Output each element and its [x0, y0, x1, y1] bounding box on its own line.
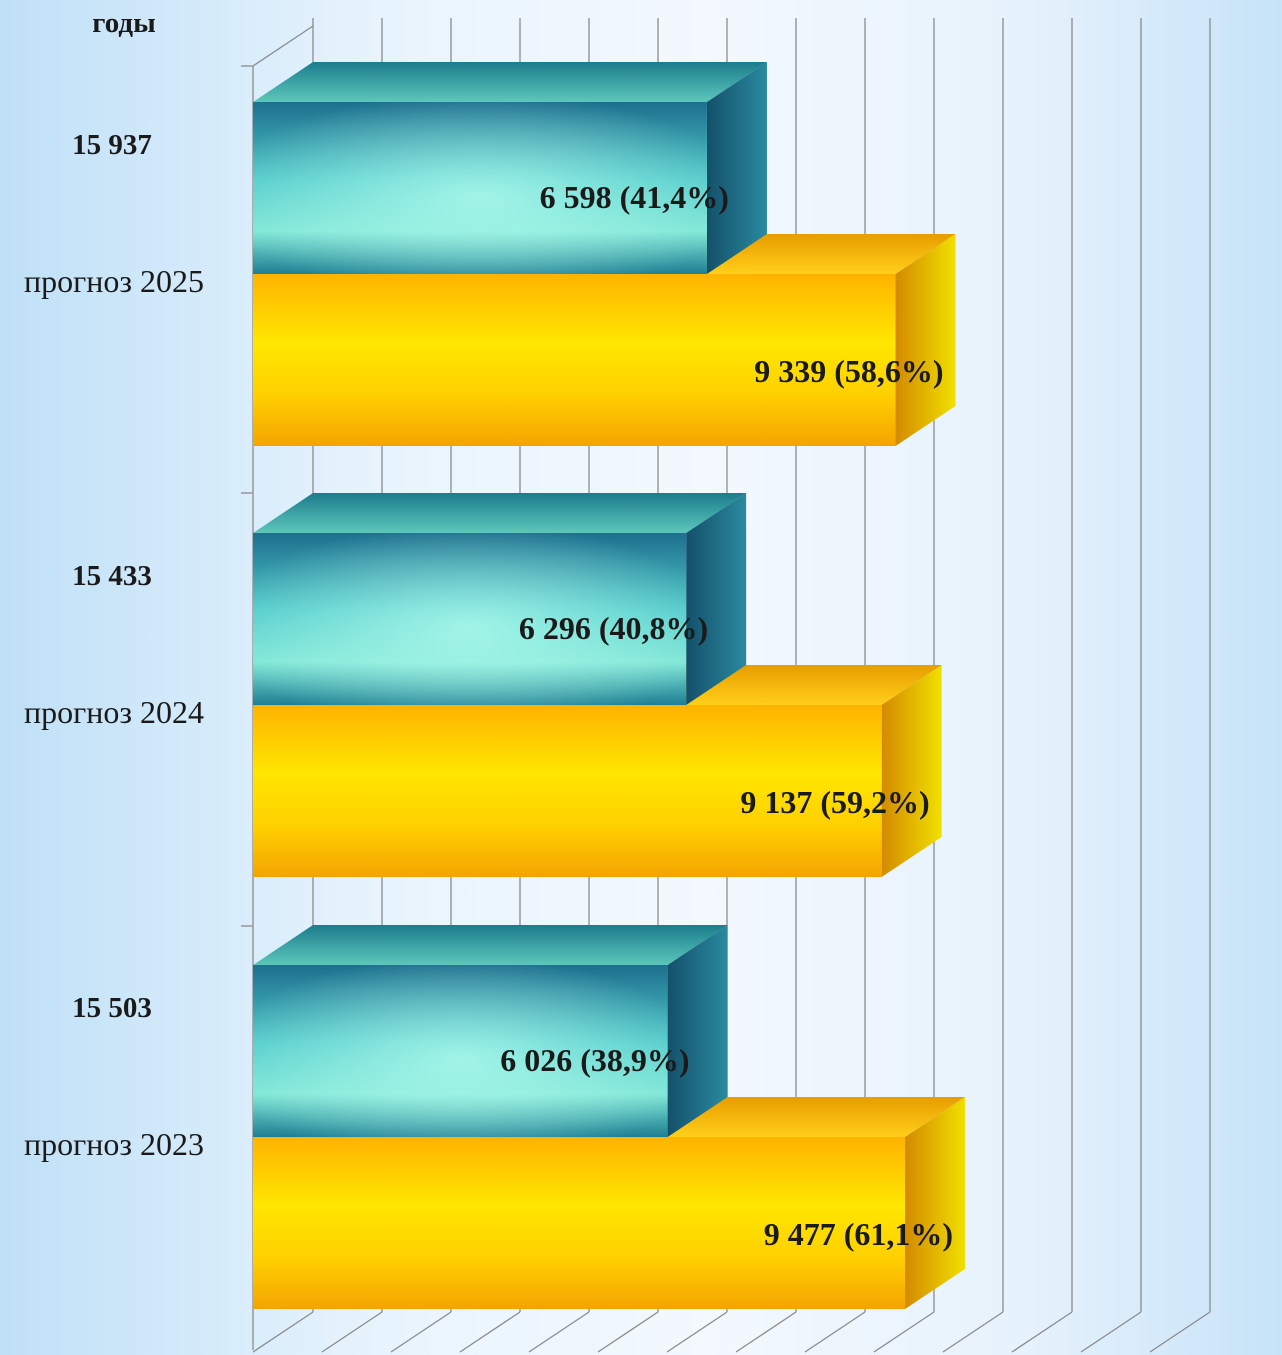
chart-labels: 6 598 (41,4%) 9 339 (58,6%) 15 937 прогноз … — [24, 7, 953, 1252]
category-label-2: прогноз 2023 — [24, 1126, 204, 1162]
gridline-floor — [1080, 1311, 1142, 1353]
gridline-floor — [597, 1311, 659, 1353]
axis-title: годы — [92, 7, 155, 39]
gridline-floor — [735, 1311, 797, 1353]
bar-teal-2-glow — [253, 965, 668, 1137]
gridline-floor — [390, 1311, 452, 1353]
bar-teal-1-top — [253, 493, 747, 533]
data-label-teal-0: 6 598 (41,4%) — [540, 179, 729, 215]
bar-gold-1-front — [253, 705, 882, 877]
bar-gold-0-side — [895, 234, 956, 446]
bar-teal-0-glow — [253, 102, 707, 274]
data-label-gold-2: 9 477 (61,1%) — [764, 1216, 953, 1252]
bar-teal-0 — [253, 62, 767, 274]
bar-teal-2-top — [253, 925, 728, 965]
bar-gold-1-side — [881, 665, 942, 877]
data-label-gold-0: 9 339 (58,6%) — [754, 353, 943, 389]
total-label-2: 15 503 — [72, 992, 152, 1024]
total-label-0: 15 937 — [72, 129, 152, 161]
bar-teal-0-top — [253, 62, 767, 102]
bar-gold-0-front — [253, 274, 896, 446]
bar-gold-2-front — [253, 1137, 906, 1309]
bar-teal-1 — [253, 493, 747, 705]
gridline-floor — [1011, 1311, 1073, 1353]
chart-bars — [253, 62, 966, 1309]
gridline-floor — [804, 1311, 866, 1353]
bar-gold-2-side — [905, 1097, 966, 1309]
bar-teal-2 — [253, 925, 728, 1137]
gridline-floor — [252, 1311, 314, 1353]
gridline-floor — [528, 1311, 590, 1353]
total-label-1: 15 433 — [72, 560, 152, 592]
data-label-teal-2: 6 026 (38,9%) — [500, 1042, 689, 1078]
bar-teal-1-side — [686, 493, 747, 705]
data-label-teal-1: 6 296 (40,8%) — [519, 610, 708, 646]
gridline-floor — [942, 1311, 1004, 1353]
gridline-wall-top — [252, 25, 314, 67]
data-label-gold-1: 9 137 (59,2%) — [740, 784, 929, 820]
gridline-floor — [321, 1311, 383, 1353]
bar-teal-1-glow — [253, 533, 687, 705]
category-label-1: прогноз 2024 — [24, 694, 204, 730]
gridline-floor — [1149, 1311, 1211, 1353]
bar-teal-2-side — [667, 925, 728, 1137]
gridline-floor — [873, 1311, 935, 1353]
gridline-floor — [666, 1311, 728, 1353]
gridline-floor — [459, 1311, 521, 1353]
bar-teal-0-side — [706, 62, 767, 274]
category-label-0: прогноз 2025 — [24, 263, 204, 299]
